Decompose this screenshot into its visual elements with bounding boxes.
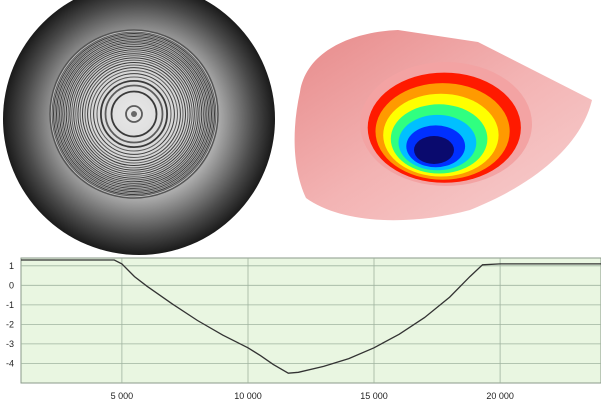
fringe-ring — [125, 105, 143, 123]
fringe-ring — [54, 34, 214, 194]
fringe-ring — [84, 64, 184, 164]
fringe-ring — [110, 90, 158, 138]
x-tick-label: 5 000 — [111, 391, 134, 401]
fringe-ring — [59, 39, 209, 189]
fringe-ring — [104, 84, 164, 144]
gridlines — [21, 258, 601, 383]
x-tick-label: 20 000 — [486, 391, 514, 401]
y-tick-label: -1 — [6, 300, 14, 310]
fringe-ring — [73, 53, 195, 175]
fringe-ring — [51, 31, 217, 197]
fringe-ring — [77, 57, 191, 171]
fringe-ring — [64, 44, 204, 184]
fringe-ring — [53, 33, 215, 195]
fringe-ring — [79, 59, 189, 169]
fringe-ring — [65, 45, 203, 183]
fringe-ring — [57, 37, 211, 191]
y-tick-label: 0 — [9, 280, 14, 290]
crater-contour — [414, 136, 454, 164]
x-tick-label: 10 000 — [234, 391, 262, 401]
fringe-ring — [96, 76, 172, 152]
fringe-ring — [60, 40, 208, 188]
fringe-ring — [62, 42, 206, 186]
fringe-ring — [75, 55, 193, 173]
x-axis-ticks: 5 000 10 000 15 000 20 000 — [111, 391, 514, 401]
y-tick-label: -2 — [6, 319, 14, 329]
crater-depression — [360, 62, 532, 186]
y-axis-ticks: 1 0 -1 -2 -3 -4 — [6, 261, 14, 369]
fringe-ring — [71, 51, 197, 177]
fringe-ring — [67, 47, 201, 181]
fringe-ring — [82, 62, 186, 166]
fringe-ring — [56, 36, 212, 192]
fringe-ring — [69, 49, 199, 179]
fringe-ring — [87, 67, 181, 161]
fringe-rings — [51, 31, 217, 197]
fringe-ring — [90, 70, 178, 158]
y-tick-label: -4 — [6, 359, 14, 369]
y-tick-label: -3 — [6, 339, 14, 349]
profile-line — [21, 259, 601, 374]
fringe-ring — [93, 73, 175, 155]
x-tick-label: 15 000 — [360, 391, 388, 401]
fringe-center — [131, 111, 137, 117]
y-tick-label: 1 — [9, 261, 14, 271]
fringe-ring — [100, 80, 168, 148]
plot-area — [20, 257, 601, 384]
